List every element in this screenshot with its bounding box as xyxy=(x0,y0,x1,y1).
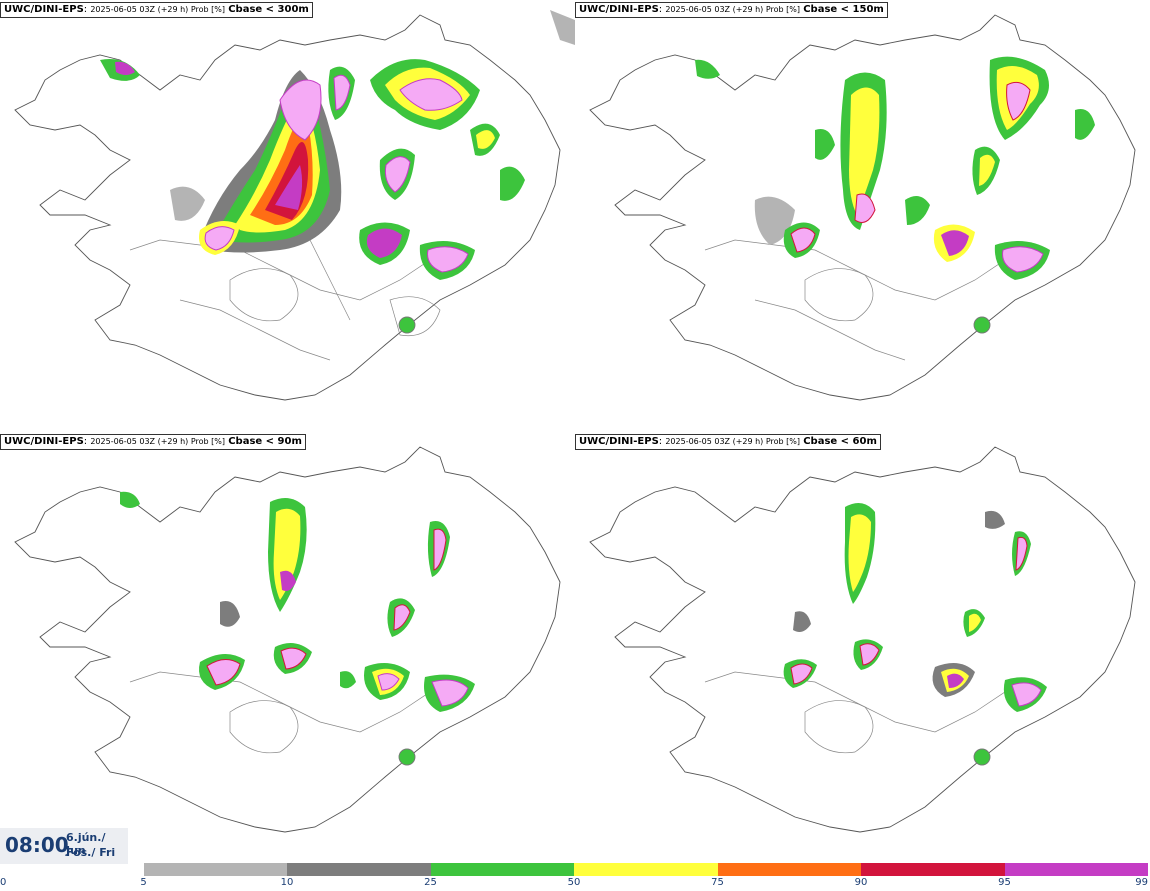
run-info: 2025-06-05 03Z (+29 h) Prob [%] xyxy=(665,437,801,446)
map-panel-cbase-90: UWC/DINI-EPS: 2025-06-05 03Z (+29 h) Pro… xyxy=(0,432,575,862)
variable-name: Cbase < 90m xyxy=(228,436,302,447)
model-name: UWC/DINI-EPS xyxy=(579,4,659,15)
valid-time: 08:00 xyxy=(5,833,69,857)
iceland-map xyxy=(14,446,561,833)
iceland-map xyxy=(14,10,575,401)
legend-bin-75-90 xyxy=(717,863,861,876)
valid-time-box: 08:00 6.jún./ Jun Fös./ Fri xyxy=(0,828,128,864)
variable-name: Cbase < 150m xyxy=(803,4,884,15)
probability-fields xyxy=(120,491,475,712)
legend-tick-label: 95 xyxy=(998,877,1011,888)
coastline xyxy=(14,14,561,401)
run-info: 2025-06-05 03Z (+29 h) Prob [%] xyxy=(90,437,226,446)
coastline xyxy=(589,446,1136,833)
valid-date: 6.jún./ Jun xyxy=(66,831,106,857)
model-name: UWC/DINI-EPS xyxy=(4,436,84,447)
model-name: UWC/DINI-EPS xyxy=(4,4,84,15)
legend-bin-90-95 xyxy=(861,863,1005,876)
iceland-map xyxy=(589,14,1136,401)
legend-bin-25-50 xyxy=(430,863,574,876)
legend-tick-label: 0 xyxy=(0,877,7,888)
legend-bin-10-25 xyxy=(287,863,431,876)
panel-title: UWC/DINI-EPS: 2025-06-05 03Z (+29 h) Pro… xyxy=(575,2,888,18)
legend-tick-label: 25 xyxy=(424,877,437,888)
model-name: UWC/DINI-EPS xyxy=(579,436,659,447)
iceland-map xyxy=(589,446,1136,833)
legend-tick-label: 5 xyxy=(140,877,147,888)
run-info: 2025-06-05 03Z (+29 h) Prob [%] xyxy=(665,5,801,14)
legend-tick-label: 99 xyxy=(1135,877,1148,888)
variable-name: Cbase < 60m xyxy=(803,436,877,447)
panel-title: UWC/DINI-EPS: 2025-06-05 03Z (+29 h) Pro… xyxy=(0,434,306,450)
legend-tick-label: 90 xyxy=(854,877,868,888)
legend-tick-label: 10 xyxy=(280,877,294,888)
coastline xyxy=(589,14,1136,401)
legend-bin-5-10 xyxy=(143,863,287,876)
variable-name: Cbase < 300m xyxy=(228,4,309,15)
legend-tick-label: 50 xyxy=(567,877,581,888)
legend-bin-95-99 xyxy=(1004,863,1148,876)
map-panel-cbase-60: UWC/DINI-EPS: 2025-06-05 03Z (+29 h) Pro… xyxy=(575,432,1150,862)
color-legend: 0 5 10 25 50 75 90 95 99 xyxy=(0,860,1150,891)
coastline xyxy=(14,446,561,833)
probability-fields xyxy=(100,10,575,280)
panel-title: UWC/DINI-EPS: 2025-06-05 03Z (+29 h) Pro… xyxy=(0,2,313,18)
valid-weekday: Fös./ Fri xyxy=(66,846,116,859)
map-panel-cbase-150: UWC/DINI-EPS: 2025-06-05 03Z (+29 h) Pro… xyxy=(575,0,1150,430)
probability-fields xyxy=(783,503,1047,712)
run-info: 2025-06-05 03Z (+29 h) Prob [%] xyxy=(90,5,226,14)
map-panel-cbase-300: UWC/DINI-EPS: 2025-06-05 03Z (+29 h) Pro… xyxy=(0,0,575,430)
panel-title: UWC/DINI-EPS: 2025-06-05 03Z (+29 h) Pro… xyxy=(575,434,881,450)
probability-fields xyxy=(695,56,1095,280)
legend-tick-label: 75 xyxy=(711,877,724,888)
legend-bin-50-75 xyxy=(574,863,718,876)
